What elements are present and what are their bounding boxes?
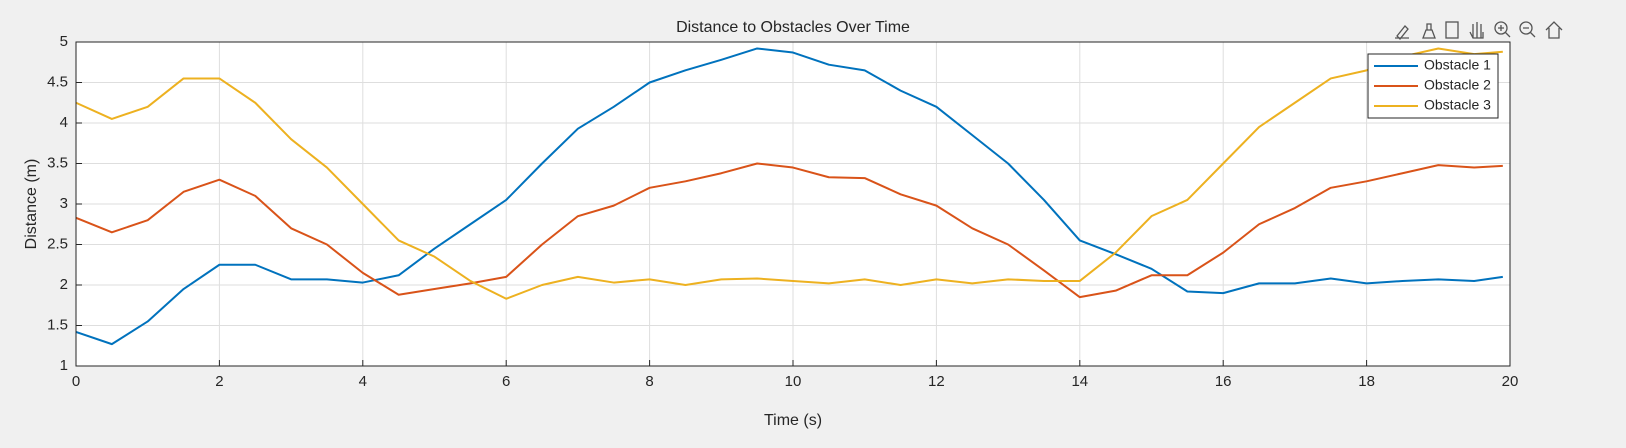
- y-tick-label: 1.5: [47, 316, 68, 333]
- ticks: 0 2 4 6 8 10 12 14 16 18 20 1 1.5 2 2.5 3 3.5 4 4.5 5: [47, 33, 1518, 390]
- legend: Obstacle 1 Obstacle 2 Obstacle 3: [1367, 53, 1499, 119]
- toolbar-icon[interactable]: [1545, 21, 1563, 39]
- series-line: [75, 162, 1503, 299]
- y-axis-label: Distance (m): [23, 159, 40, 250]
- toolbar-icon[interactable]: [1523, 27, 1536, 38]
- lines: [75, 47, 1503, 346]
- x-tick-label: 2: [215, 373, 223, 390]
- y-tick-label: 3: [60, 195, 68, 212]
- legend-label: Obstacle 3: [1424, 97, 1491, 113]
- legend-label: Obstacle 1: [1424, 57, 1491, 73]
- x-tick-label: 4: [359, 373, 367, 390]
- toolbar-icon[interactable]: [1519, 21, 1533, 35]
- x-tick-label: 14: [1071, 373, 1088, 390]
- y-tick-label: 1: [60, 357, 68, 374]
- x-tick-label: 20: [1502, 373, 1519, 390]
- toolbar-icon[interactable]: [1445, 21, 1459, 39]
- x-tick-label: 8: [645, 373, 653, 390]
- toolbar-icon[interactable]: [1494, 21, 1508, 35]
- y-tick-label: 4: [60, 114, 68, 131]
- y-tick-label: 2: [60, 276, 68, 293]
- series-line: [75, 47, 1503, 300]
- toolbar-icon[interactable]: [1469, 22, 1484, 39]
- x-tick-label: 12: [928, 373, 945, 390]
- x-tick-label: 0: [72, 373, 80, 390]
- toolbar-icon[interactable]: [1422, 23, 1436, 39]
- x-tick-label: 18: [1358, 373, 1375, 390]
- series-line: [75, 47, 1503, 346]
- chart-title: Distance to Obstacles Over Time: [676, 19, 910, 36]
- y-tick-label: 3.5: [47, 154, 68, 171]
- toolbar-icon[interactable]: [1395, 25, 1409, 40]
- y-tick-label: 4.5: [47, 73, 68, 90]
- toolbar-icon[interactable]: [1498, 25, 1511, 38]
- x-tick-label: 16: [1215, 373, 1232, 390]
- toolbar: [1395, 21, 1563, 40]
- y-tick-label: 2.5: [47, 235, 68, 252]
- legend-label: Obstacle 2: [1424, 77, 1491, 93]
- x-axis-label: Time (s): [764, 412, 822, 429]
- x-tick-label: 6: [502, 373, 510, 390]
- y-tick-label: 5: [60, 33, 68, 50]
- x-tick-label: 10: [785, 373, 802, 390]
